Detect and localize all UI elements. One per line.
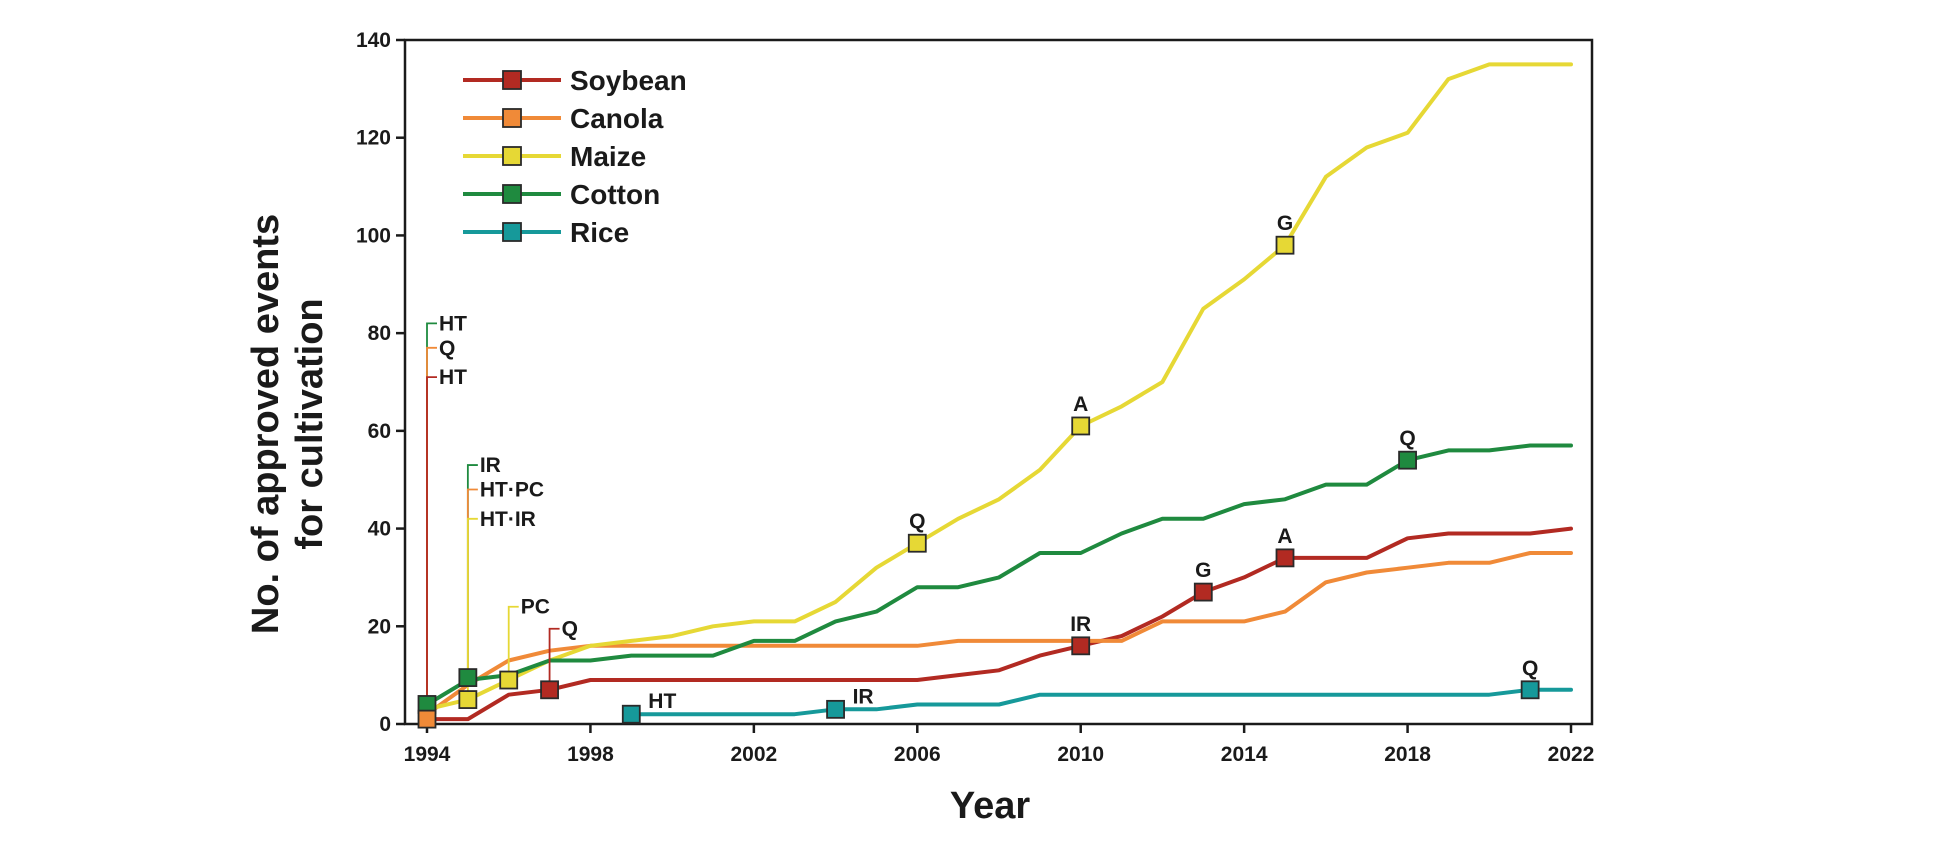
legend-swatch-marker <box>502 108 522 128</box>
x-tick-label: 2010 <box>1057 743 1104 766</box>
y-tick-label: 0 <box>379 713 391 736</box>
annotation-label: IR <box>1070 613 1091 636</box>
annotation-label: G <box>1195 559 1211 582</box>
marker-cotton <box>1398 450 1417 470</box>
legend-label-cotton: Cotton <box>570 179 660 210</box>
y-axis-title-line-2: for cultivation <box>289 298 331 549</box>
marker-maize <box>1275 235 1295 255</box>
legend-label-soybean: Soybean <box>570 65 687 96</box>
y-tick-label: 100 <box>356 224 391 247</box>
y-tick-label: 120 <box>356 127 391 150</box>
annotation-label: A <box>1277 525 1292 548</box>
legend-label-maize: Maize <box>570 141 646 172</box>
annotation-leader <box>466 517 478 700</box>
x-tick-label: 2002 <box>730 743 777 766</box>
series-line-soybean <box>425 526 1573 722</box>
legend-swatch-marker <box>502 222 522 242</box>
annotation-label: Q <box>1399 427 1415 450</box>
x-tick-label: 2018 <box>1384 743 1431 766</box>
marker-rice <box>1520 680 1540 700</box>
annotation-label: IR <box>853 685 874 708</box>
annotation-leader <box>426 376 437 720</box>
annotation-label: HT <box>648 690 676 713</box>
annotation-label: HT·IR <box>480 508 536 531</box>
marker-soybean <box>1071 636 1091 656</box>
annotation-label: IR <box>480 454 501 477</box>
marker-maize <box>907 533 927 553</box>
series-lines <box>425 62 1573 722</box>
annotation-leader <box>426 322 437 705</box>
plot-frame <box>403 38 1594 726</box>
marker-rice <box>826 699 845 719</box>
annotation-leader <box>466 464 478 678</box>
annotation-label: HT <box>439 366 467 389</box>
marker-maize <box>1071 416 1091 436</box>
annotation-label: Q <box>439 337 455 360</box>
y-tick-label: 40 <box>368 518 391 541</box>
annotation-leader <box>548 627 560 690</box>
y-tick-label: 60 <box>368 420 391 443</box>
legend-swatch-marker <box>502 70 522 90</box>
x-tick-label: 2022 <box>1548 743 1595 766</box>
legend-swatch-marker <box>502 184 522 204</box>
y-tick-label: 20 <box>368 615 391 638</box>
marker-rice <box>621 704 641 724</box>
marker-soybean <box>1193 582 1213 602</box>
series-line-canola <box>425 551 1573 717</box>
marker-cotton <box>458 668 478 687</box>
annotation-label: A <box>1073 393 1088 416</box>
marker-soybean <box>1275 548 1295 568</box>
annotation-leader <box>426 346 437 715</box>
annotation-label: Q <box>1522 657 1538 680</box>
y-tick-label: 140 <box>356 29 391 52</box>
series-line-maize <box>425 62 1573 712</box>
legend-label-canola: Canola <box>570 103 664 134</box>
x-tick-label: 1998 <box>567 743 614 766</box>
marker-maize <box>499 670 519 690</box>
series-line-cotton <box>425 443 1573 707</box>
annotation-label: Q <box>562 618 578 641</box>
legend-swatch-marker <box>502 146 522 166</box>
x-tick-label: 1994 <box>404 743 451 766</box>
axes: 0 20 40 60 80 100 120 140 1994 1998 2002 2006 2010 20… <box>356 29 1594 766</box>
legend: Soybean Canola Maize Cotton Rice <box>463 65 687 248</box>
x-axis-title: Year <box>950 785 1031 827</box>
annotation-label: HT·PC <box>480 478 544 501</box>
marker-soybean <box>540 680 559 700</box>
annotation-label: Q <box>909 510 925 533</box>
x-tick-label: 2006 <box>894 743 941 766</box>
series-line-rice <box>629 687 1573 717</box>
series-markers <box>417 235 1540 729</box>
annotation-leader <box>507 605 519 681</box>
y-tick-label: 80 <box>368 322 391 345</box>
x-tick-label: 2014 <box>1221 743 1268 766</box>
marker-maize <box>458 690 478 709</box>
annotation-label: G <box>1277 212 1293 235</box>
legend-label-rice: Rice <box>570 217 629 248</box>
annotation-label: HT <box>439 312 467 335</box>
annotation-label: PC <box>521 596 550 619</box>
marker-canola <box>417 709 437 729</box>
y-axis-title-line-1: No. of approved events <box>245 214 287 634</box>
